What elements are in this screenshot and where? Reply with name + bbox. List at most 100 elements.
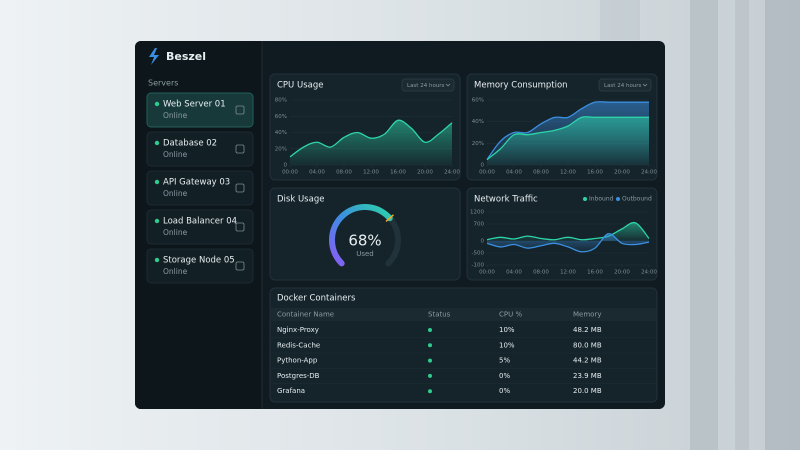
y-tick-label: 20% [275, 146, 287, 152]
section-label: Servers [148, 79, 178, 88]
x-tick-label: 24:00 [641, 270, 657, 276]
y-tick-label: 0 [481, 163, 485, 169]
area [487, 233, 649, 252]
line [486, 233, 650, 253]
x-tick-label: 12:00 [560, 270, 576, 276]
x-tick-label: 16:00 [390, 170, 406, 176]
x-tick-label: 00:00 [282, 170, 298, 176]
range-dropdown[interactable] [401, 78, 455, 92]
server-icon [235, 105, 245, 115]
x-tick-label: 08:00 [336, 170, 352, 176]
container-cpu: 0% [499, 387, 510, 395]
server-icon [235, 222, 245, 232]
y-tick-label: 80% [275, 98, 287, 104]
status-dot [154, 179, 160, 185]
gauge-value: 68% [348, 232, 381, 250]
server-name: Web Server 01 [163, 100, 226, 110]
server-name: Database 02 [163, 139, 217, 149]
dropdown-chevron [642, 83, 648, 87]
line [486, 116, 649, 161]
panel [269, 187, 461, 281]
container-cpu: 10% [499, 326, 515, 334]
y-tick-label: -500 [472, 250, 485, 256]
container-name: Grafana [277, 387, 305, 395]
x-tick-label: 08:00 [533, 170, 549, 176]
x-tick-label: 16:00 [587, 170, 603, 176]
y-tick-label: 40% [275, 130, 287, 136]
container-memory: 44.2 MB [573, 357, 602, 365]
panel-title: Memory Consumption [474, 81, 568, 91]
area [290, 120, 452, 165]
container-name: Nginx-Proxy [277, 326, 319, 334]
server-status: Online [163, 111, 188, 120]
container-memory: 20.0 MB [573, 387, 602, 395]
server-status: Online [163, 267, 188, 276]
server-status: Online [163, 228, 188, 237]
range-dropdown[interactable] [598, 78, 652, 92]
legend-label: Inbound [589, 196, 614, 203]
container-memory: 48.2 MB [573, 326, 602, 334]
x-tick-label: 00:00 [479, 170, 495, 176]
server-status: Online [163, 189, 188, 198]
server-icon [235, 261, 245, 271]
y-tick-label: 60% [472, 98, 484, 104]
panel-title: Disk Usage [277, 195, 324, 205]
line [486, 221, 650, 241]
server-item[interactable] [146, 170, 254, 206]
y-tick-label: 0 [284, 163, 288, 169]
server-icon [235, 144, 245, 154]
table-header [271, 308, 656, 321]
range-dropdown-label: Last 24 hours [604, 83, 642, 89]
server-item[interactable] [146, 92, 254, 128]
status-dot [428, 373, 432, 378]
container-name: Python-App [277, 357, 318, 365]
status-dot [154, 257, 160, 263]
server-status: Online [163, 150, 188, 159]
legend-dot [616, 197, 620, 201]
status-dot [428, 343, 432, 348]
status-dot [428, 328, 432, 332]
container-cpu: 5% [499, 357, 510, 365]
x-tick-label: 12:00 [560, 170, 576, 176]
column-header: CPU % [499, 311, 522, 319]
server-icon [235, 183, 245, 193]
x-tick-label: 24:00 [641, 170, 657, 176]
container-memory: 23.9 MB [573, 372, 602, 380]
line [486, 101, 650, 160]
column-header: Memory [573, 311, 601, 319]
y-tick-label: 0 [481, 238, 485, 244]
x-tick-label: 16:00 [587, 270, 603, 276]
dropdown-chevron [445, 83, 451, 87]
y-tick-label: 20% [472, 141, 484, 147]
server-name: API Gateway 03 [163, 178, 230, 188]
x-tick-label: 04:00 [506, 170, 522, 176]
line [289, 119, 453, 158]
container-name: Redis-Cache [277, 341, 320, 349]
gauge-fill [329, 204, 393, 267]
server-item[interactable] [146, 131, 254, 167]
server-item[interactable] [146, 248, 254, 284]
background-blur [600, 0, 800, 450]
panel-title: Docker Containers [277, 294, 356, 304]
x-tick-label: 08:00 [533, 270, 549, 276]
x-tick-label: 04:00 [506, 270, 522, 276]
server-name: Load Balancer 04 [163, 217, 237, 227]
container-memory: 80.0 MB [573, 341, 602, 349]
status-dot [428, 358, 432, 363]
area [487, 116, 649, 165]
x-tick-label: 00:00 [479, 270, 495, 276]
brand-logo [149, 48, 159, 65]
panel-title: CPU Usage [277, 81, 323, 91]
legend-label: Outbound [622, 196, 652, 203]
x-tick-label: 20:00 [614, 270, 630, 276]
container-cpu: 10% [499, 341, 515, 349]
panel-title: Network Traffic [474, 195, 538, 205]
gauge-knob [385, 214, 395, 223]
y-tick-label: 700 [474, 222, 485, 228]
server-item[interactable] [146, 209, 254, 245]
column-header: Status [428, 311, 451, 319]
x-tick-label: 12:00 [363, 170, 379, 176]
panel [466, 187, 658, 281]
status-dot [154, 101, 160, 107]
